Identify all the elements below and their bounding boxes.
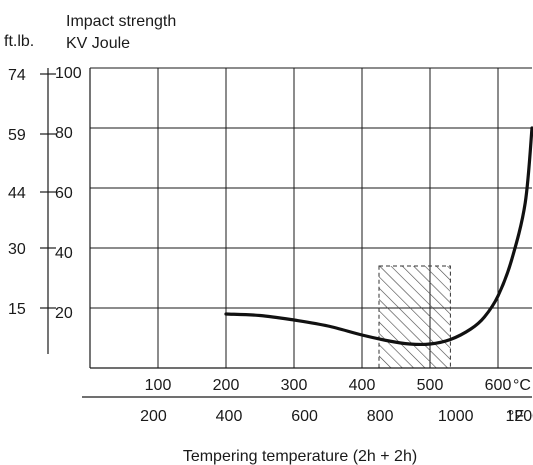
y-tick-ftlb-59: 59 (8, 127, 26, 144)
series-line-impact-strength (224, 126, 533, 347)
shaded-region-box (378, 265, 451, 369)
x-unit-f: °F (508, 408, 524, 425)
x-tick-f-800: 800 (367, 408, 394, 425)
x-tick-c-300: 300 (281, 377, 308, 394)
x-tick-f-600: 600 (291, 408, 318, 425)
y-tick-joule-60: 60 (55, 185, 73, 202)
x-tick-c-500: 500 (417, 377, 444, 394)
y-tick-joule-80: 80 (55, 125, 73, 142)
x-axis-title: Tempering temperature (2h + 2h) (183, 448, 417, 465)
y-tick-ftlb-74: 74 (8, 67, 26, 84)
x-tick-c-400: 400 (349, 377, 376, 394)
y-axis-title-line2: KV Joule (66, 35, 130, 52)
x-tick-c-200: 200 (213, 377, 240, 394)
x-tick-f-400: 400 (216, 408, 243, 425)
x-tick-f-200: 200 (140, 408, 167, 425)
y-tick-ftlb-30: 30 (8, 241, 26, 258)
axes (40, 68, 532, 398)
x-tick-c-100: 100 (145, 377, 172, 394)
x-tick-f-1000: 1000 (438, 408, 474, 425)
x-unit-c: °C (513, 377, 531, 394)
y-tick-joule-100: 100 (55, 65, 82, 82)
y-tick-ftlb-44: 44 (8, 185, 26, 202)
y-tick-ftlb-15: 15 (8, 301, 26, 318)
x-tick-f-1200: 1200 (505, 408, 533, 425)
shaded-region (378, 265, 451, 369)
y-tick-joule-40: 40 (55, 245, 73, 262)
y-tick-joule-20: 20 (55, 305, 73, 322)
x-tick-c-600: 600 (485, 377, 512, 394)
left-unit-label: ft.lb. (4, 33, 34, 50)
curve-layer (224, 126, 533, 347)
y-axis-title-line1: Impact strength (66, 13, 176, 30)
